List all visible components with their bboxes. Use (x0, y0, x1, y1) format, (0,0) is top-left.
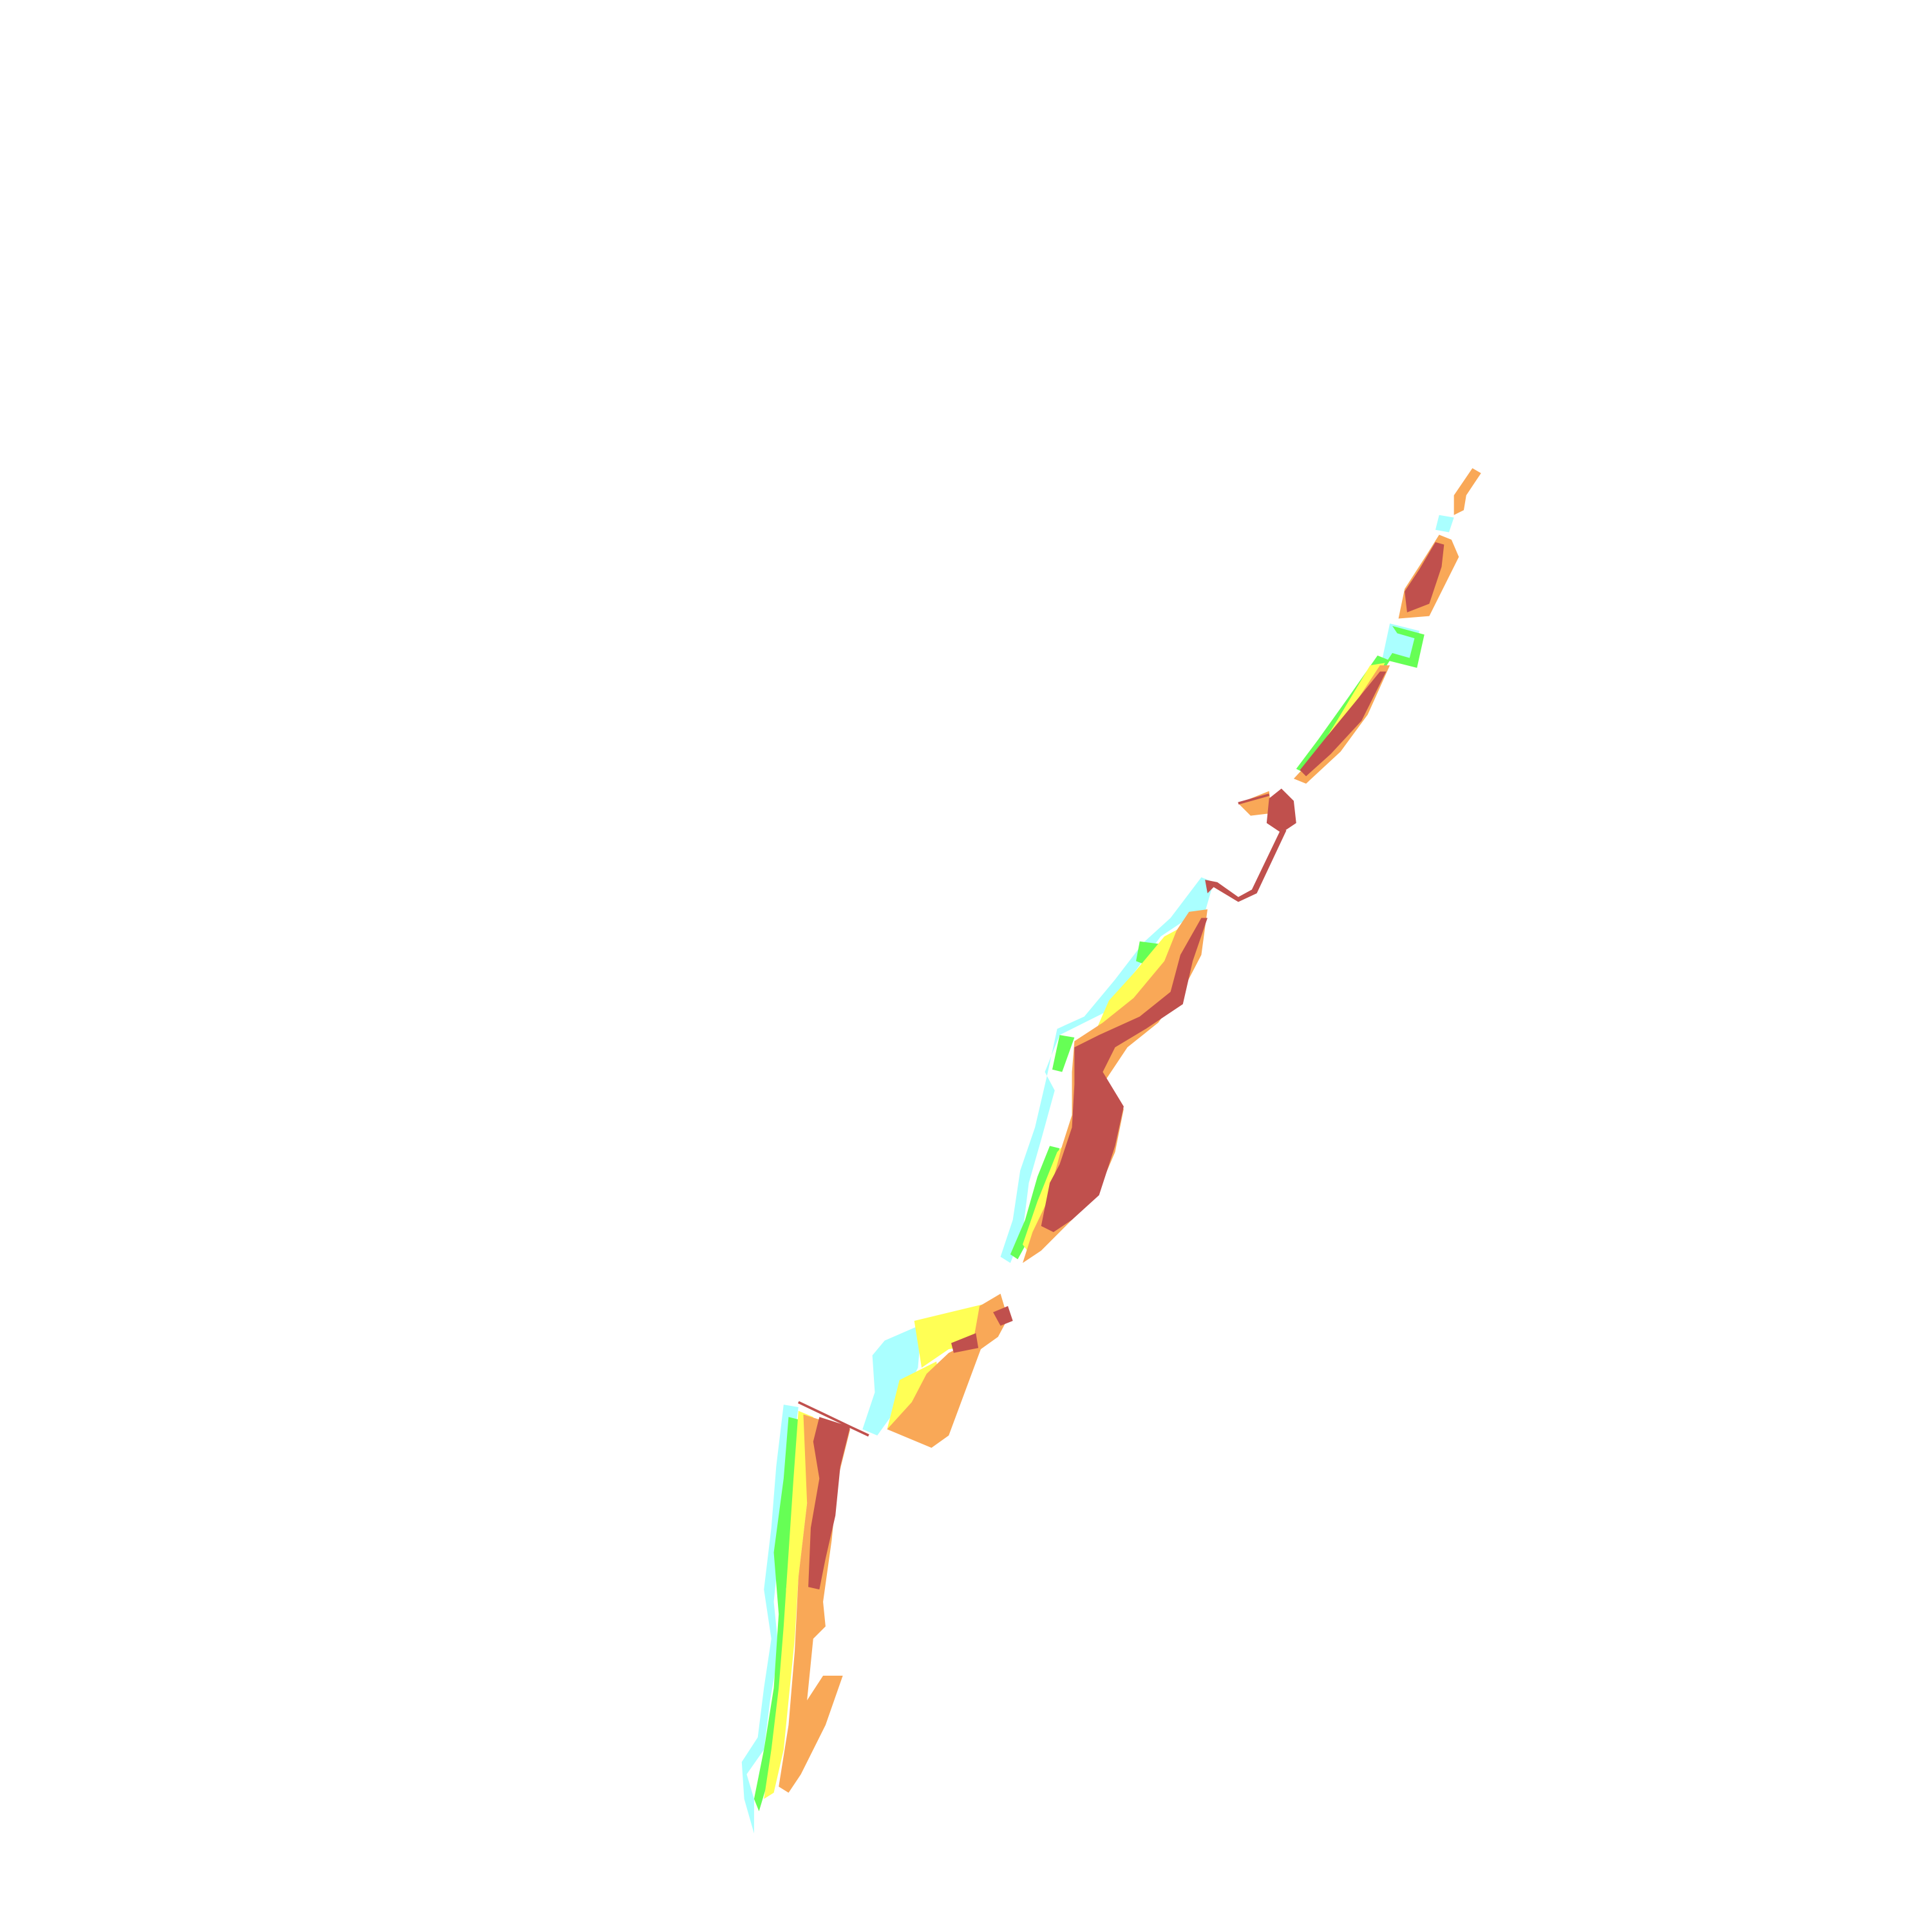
map-region (1010, 1146, 1060, 1260)
map-region (1266, 788, 1296, 833)
map-region (993, 1306, 1013, 1326)
map-region (862, 1324, 922, 1435)
zone-class-5 (808, 542, 1444, 1590)
zone-class-2 (753, 625, 1425, 1812)
map-region (808, 1417, 851, 1590)
map-region (741, 1405, 799, 1833)
map-region (1052, 1035, 1075, 1072)
map-region (1387, 625, 1425, 668)
coastline-connector (797, 1401, 869, 1437)
map-region (887, 1293, 1009, 1448)
map-region (1454, 468, 1481, 515)
map-region (764, 1410, 813, 1799)
map-region (1041, 918, 1208, 1233)
map-region (753, 1417, 799, 1812)
zone-class-3 (764, 663, 1385, 1799)
coastline-connector (1238, 793, 1270, 805)
map-region (1405, 542, 1444, 612)
map-region (1300, 671, 1387, 777)
map-region (951, 1333, 979, 1353)
map-region (1096, 926, 1183, 1029)
map-region (1435, 515, 1454, 533)
map-region (1205, 828, 1287, 902)
